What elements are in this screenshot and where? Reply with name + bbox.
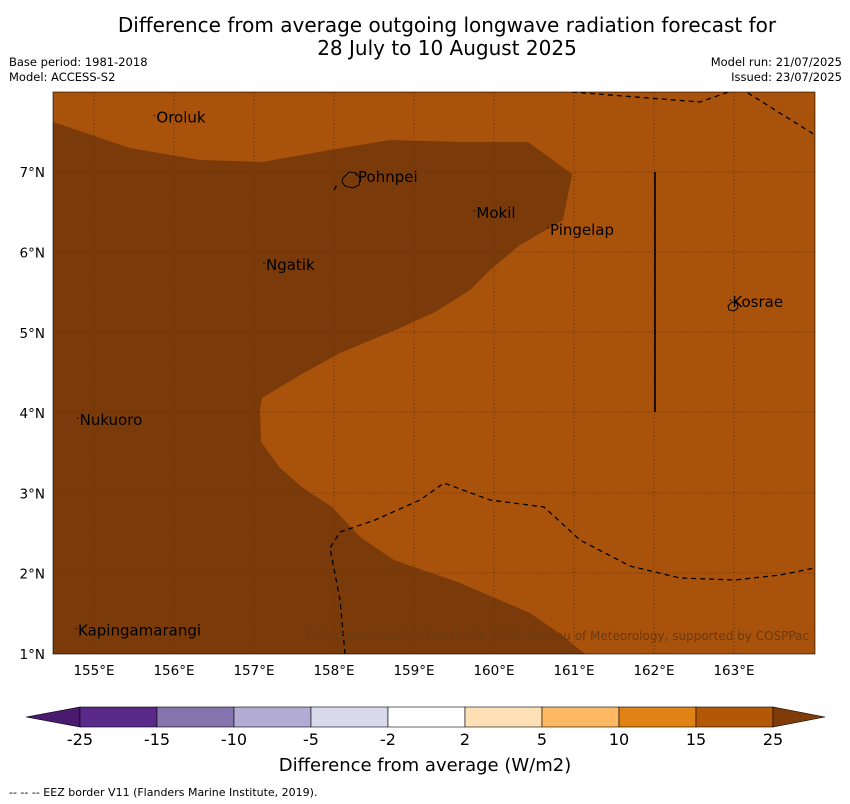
lon-tick-labels: 155°E 156°E 157°E 158°E 159°E 160°E 161°E 162°E… [73,663,754,679]
colorbar-segment [156,706,235,728]
lat-tick-labels: 7°N 6°N 5°N 4°N 3°N 2°N 1°N [20,165,45,663]
colorbar-tick-label: 10 [609,730,629,749]
place-label-mokil: Mokil [476,204,515,222]
map-frame [52,91,816,655]
title-line-1: Difference from average outgoing longwav… [117,13,777,37]
chart-title: Difference from average outgoing longwav… [0,14,850,60]
colorbar-tick-label: -15 [144,730,170,749]
lat-tick-label: 2°N [20,567,45,583]
lon-tick-label: 161°E [553,663,594,679]
place-label-pingelap: Pingelap [550,221,614,239]
lon-tick-label: 158°E [313,663,354,679]
lon-tick-label: 156°E [153,663,194,679]
place-marker [153,114,156,117]
place-label-oroluk: Oroluk [156,108,205,126]
place-marker [263,262,265,264]
lat-tick-label: 1°N [20,647,45,663]
colorbar-tick-label: -10 [221,730,247,749]
colorbar-segment [541,706,620,728]
lon-tick-label: 155°E [73,663,114,679]
grid-lines [53,92,815,654]
colorbar-tick-label: -2 [380,730,396,749]
place-label-kapingamarangi: Kapingamarangi [78,622,201,640]
colorbar-segment [618,706,697,728]
kosrae-island-outline [727,301,739,312]
place-marker [473,210,476,212]
issued-date: Issued: 23/07/2025 [731,70,842,84]
lat-tick-label: 6°N [20,246,45,262]
place-marker [75,627,77,630]
lat-tick-label: 5°N [20,326,45,342]
colorbar-segment [310,706,389,728]
model-name: Model: ACCESS-S2 [9,70,116,84]
pohnpei-island-outline [341,171,361,189]
place-label-ngatik: Ngatik [266,256,315,274]
title-line-2: 28 July to 10 August 2025 [317,36,577,60]
lon-tick-label: 162°E [633,663,674,679]
lon-tick-label: 157°E [233,663,274,679]
lat-tick-label: 7°N [20,165,45,181]
place-label-pohnpei: Pohnpei [358,168,418,186]
lat-tick-label: 3°N [20,486,45,502]
lon-tick-label: 160°E [473,663,514,679]
eez-border-lines [329,92,815,654]
colorbar-extend-high [772,706,826,728]
place-labels: Oroluk Pohnpei Mokil Pingelap Ngatik Kosrae Nu… [75,108,783,640]
lon-tick-label: 163°E [713,663,754,679]
colorbar-segment [233,706,312,728]
colorbar-segment [464,706,543,728]
colorbar-tick-label: 25 [763,730,783,749]
colorbar-segment [387,706,466,728]
copyright-notice: © Commonwealth of Australia 2025, Bureau… [304,629,809,643]
colorbar-tick-label: 2 [460,730,470,749]
meta-left: Base period: 1981-2018 Model: ACCESS-S2 [9,55,148,85]
anomaly-region-above-25 [53,122,585,654]
lon-tick-label: 159°E [393,663,434,679]
colorbar-tick-label: -5 [303,730,319,749]
colorbar-label: Difference from average (W/m2) [278,755,572,776]
colorbar-extend-low [25,706,81,728]
colorbar: -25 -15 -10 -5 -2 2 5 10 15 25 [25,706,826,749]
map-area: Oroluk Pohnpei Mokil Pingelap Ngatik Kosrae Nu… [53,92,815,654]
colorbar-segment [695,706,774,728]
place-marker [729,299,732,301]
footnote: -- -- -- EEZ border V11 (Flanders Marine… [9,786,318,799]
lat-tick-label: 4°N [20,406,45,422]
base-period: Base period: 1981-2018 [9,55,148,69]
place-marker [547,227,549,229]
place-label-kosrae: Kosrae [732,293,783,311]
place-label-nukuoro: Nukuoro [80,411,143,429]
model-run: Model run: 21/07/2025 [710,55,842,69]
colorbar-tick-label: 5 [537,730,547,749]
place-marker [76,417,79,419]
colorbar-tick-label: -25 [67,730,93,749]
place-marker [355,174,357,176]
meta-right: Model run: 21/07/2025 Issued: 23/07/2025 [711,55,842,85]
colorbar-segment [79,706,158,728]
colorbar-tick-label: 15 [686,730,706,749]
